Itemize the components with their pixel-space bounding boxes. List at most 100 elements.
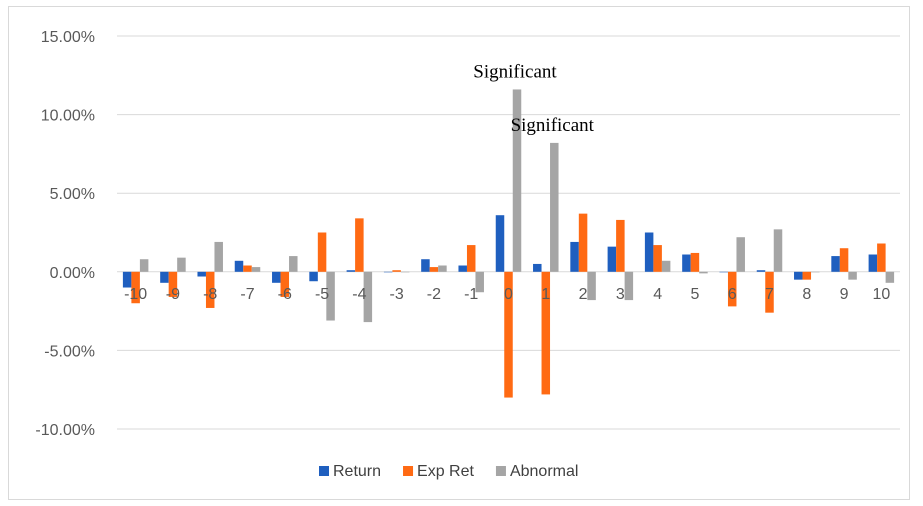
bar-abnormal-10 [885,271,895,283]
bar-abnormal-1 [550,142,559,272]
bar-return-5 [682,254,691,272]
bar-return--5 [309,271,318,282]
bar-exp-ret-5 [690,252,700,272]
x-tick-label: -3 [390,286,404,303]
bar-abnormal--3 [400,271,410,273]
bar-exp-ret-0 [504,271,513,398]
bar-return-4 [644,232,654,272]
x-tick-label: -7 [240,286,254,303]
bar-abnormal--4 [363,271,373,323]
x-tick-label: -5 [315,286,329,303]
bar-exp-ret--6 [280,271,290,297]
bar-exp-ret--7 [243,265,252,272]
x-tick-label: -1 [464,286,478,303]
bar-abnormal--1 [475,271,484,293]
x-tick-label: 3 [616,286,625,303]
bar-return--2 [421,259,430,272]
bar-exp-ret--9 [168,271,178,297]
x-tick-label: 8 [802,286,811,303]
bar-return--6 [272,271,281,283]
bar-abnormal-4 [661,260,671,272]
bar-exp-ret-9 [839,248,849,272]
x-tick-label: 10 [872,286,890,303]
bar-return-1 [533,263,542,272]
bar-return-10 [868,254,878,272]
bar-return-8 [794,271,803,280]
chart-frame [8,6,910,500]
bar-return-2 [570,241,579,272]
bar-abnormal-8 [811,271,820,273]
bar-return-7 [756,270,766,272]
bar-abnormal--5 [326,271,335,321]
legend-label: Return [333,463,381,480]
bar-abnormal--6 [289,256,298,272]
bar-abnormal-9 [848,271,857,280]
bar-return-9 [831,256,840,272]
x-tick-label: 0 [504,286,513,303]
bar-exp-ret--4 [355,218,364,272]
x-tick-label: 5 [690,286,699,303]
bar-return--10 [122,271,132,288]
bar-exp-ret-8 [802,271,812,280]
bar-return-6 [719,271,728,273]
legend-swatch-abnormal [495,466,506,476]
bar-return-0 [495,215,505,272]
annotation-significant: Significant [511,115,595,136]
bar-return--9 [160,271,169,283]
legend-swatch-exp-ret [403,466,414,476]
bar-return--4 [346,270,356,272]
x-tick-label: -8 [203,286,217,303]
y-tick-label: -10.00% [35,422,95,439]
x-tick-label: 6 [728,286,737,303]
legend-label: Exp Ret [417,463,474,480]
x-tick-label: -10 [124,286,147,303]
bar-return--8 [197,271,206,277]
bar-exp-ret-6 [727,271,737,307]
x-tick-label: 7 [765,286,774,303]
bar-return-3 [607,246,617,272]
bar-abnormal--10 [139,259,149,272]
y-tick-label: -5.00% [44,343,95,360]
bar-exp-ret--1 [466,245,476,272]
bar-exp-ret-2 [578,213,588,272]
bar-exp-ret-3 [616,219,625,272]
x-tick-label: -9 [166,286,180,303]
bar-exp-ret-10 [877,243,886,272]
bar-abnormal--9 [177,257,186,272]
x-tick-label: 4 [653,286,662,303]
bar-exp-ret--5 [317,232,327,272]
bar-return--3 [383,271,393,273]
x-tick-label: -6 [278,286,292,303]
bar-abnormal--7 [251,267,261,272]
bar-exp-ret-1 [541,271,551,395]
x-tick-label: 9 [840,286,849,303]
y-tick-label: 0.00% [50,265,95,282]
bar-exp-ret--8 [205,271,215,308]
bar-abnormal-7 [773,229,783,272]
bar-abnormal--8 [214,241,223,272]
bar-abnormal--2 [438,265,447,272]
bar-exp-ret--10 [131,271,140,304]
y-tick-label: 5.00% [50,186,95,203]
bar-return--7 [234,260,244,272]
bar-abnormal-2 [587,271,596,301]
bar-abnormal-0 [512,89,522,272]
bar-exp-ret-7 [765,271,774,313]
bar-abnormal-5 [699,271,708,274]
legend-label: Abnormal [510,463,578,480]
bar-abnormal-6 [736,237,745,272]
bar-return--1 [458,265,467,272]
bar-exp-ret--3 [392,270,401,272]
y-tick-label: 10.00% [41,108,95,125]
bar-exp-ret--2 [429,267,439,272]
x-tick-label: 2 [579,286,588,303]
annotation-significant: Significant [473,61,557,82]
legend-swatch-return [319,466,329,476]
bar-exp-ret-4 [653,245,662,272]
bar-abnormal-3 [624,271,634,301]
x-tick-label: -4 [352,286,366,303]
x-tick-label: -2 [427,286,441,303]
y-tick-label: 15.00% [41,29,95,46]
x-tick-label: 1 [541,286,550,303]
